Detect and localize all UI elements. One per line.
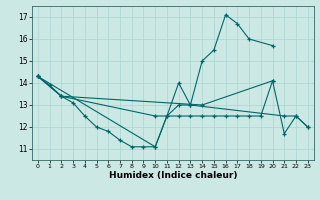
X-axis label: Humidex (Indice chaleur): Humidex (Indice chaleur) xyxy=(108,171,237,180)
